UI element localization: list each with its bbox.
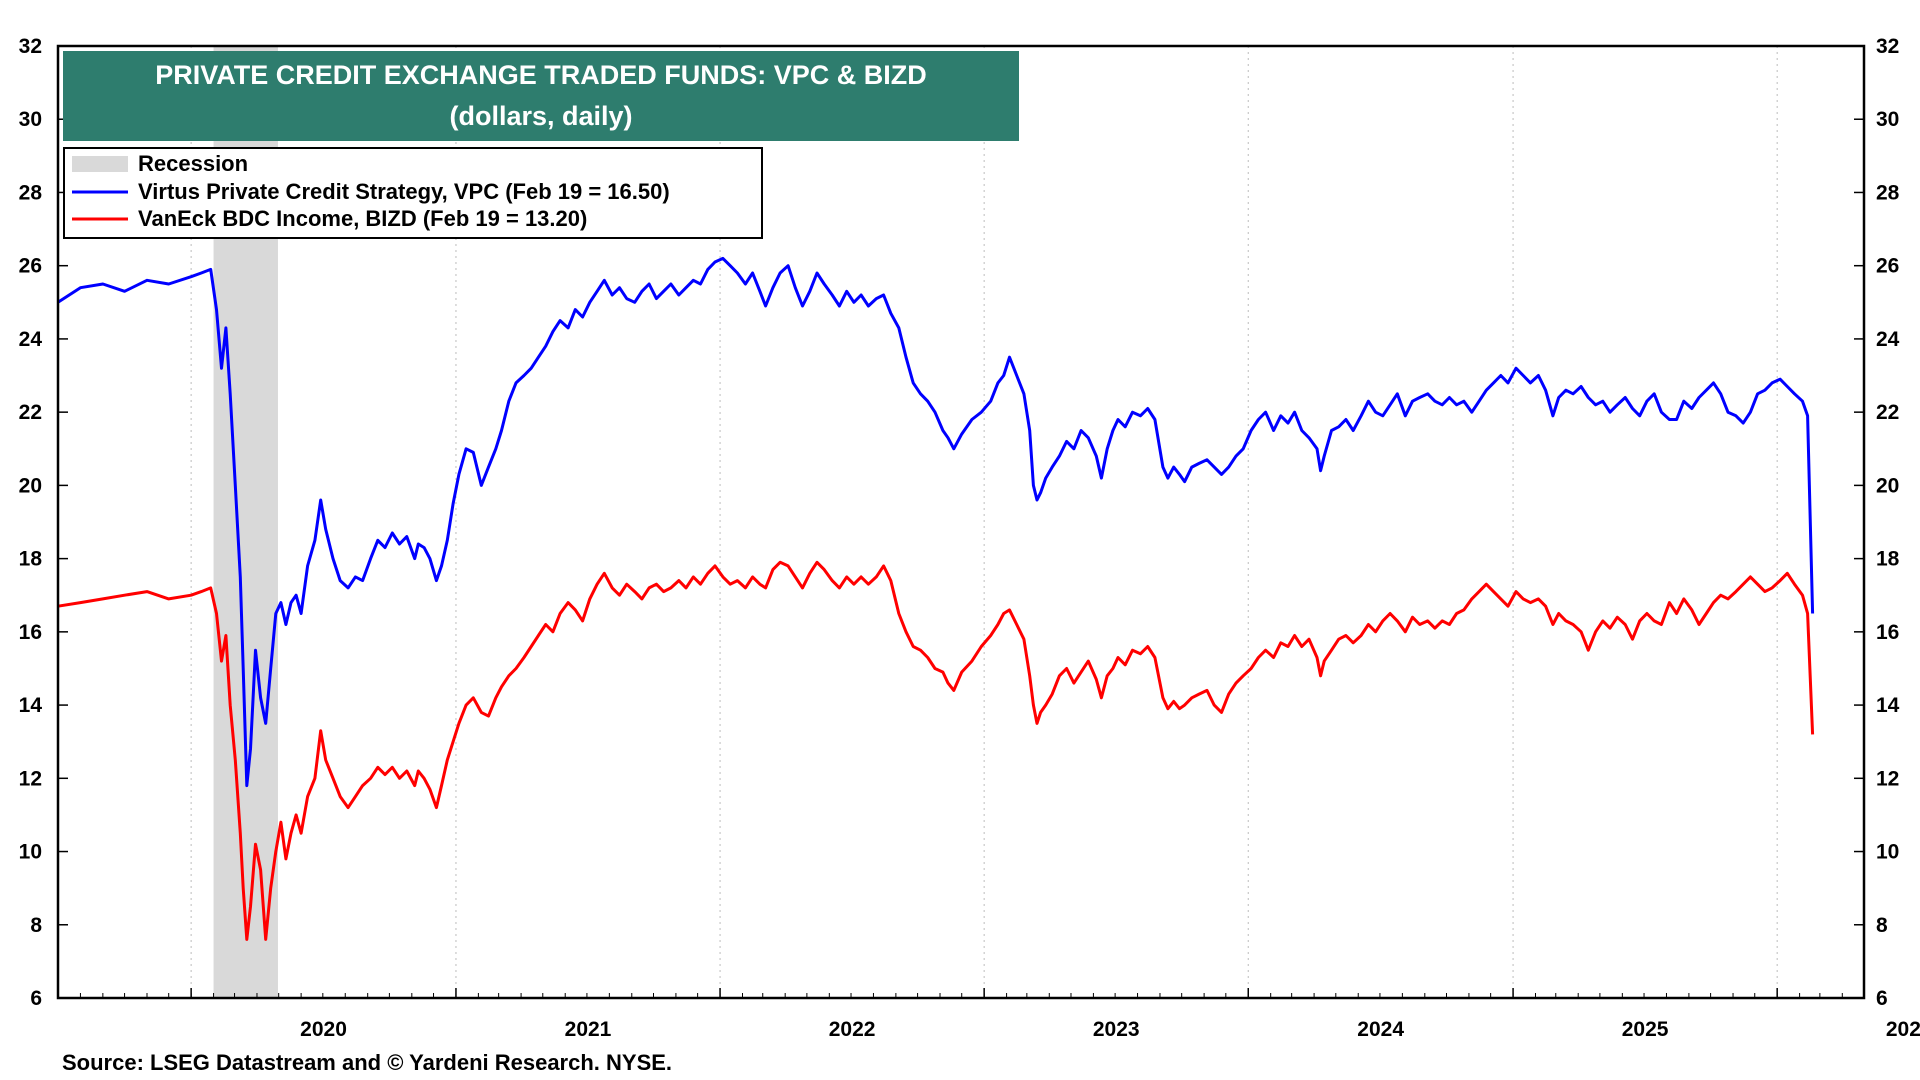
legend-label-bizd: VanEck BDC Income, BIZD (Feb 19 = 13.20) — [138, 206, 587, 231]
y-tick-label-left: 8 — [30, 914, 42, 937]
x-tick-label: 2020 — [300, 1018, 347, 1041]
y-tick-label-right: 10 — [1876, 841, 1899, 864]
series-line-bizd — [57, 560, 1815, 941]
y-tick-label-right: 6 — [1876, 987, 1888, 1010]
legend: Recession Virtus Private Credit Strategy… — [63, 147, 763, 239]
gridlines — [190, 46, 1778, 998]
y-tick-label-right: 8 — [1876, 914, 1888, 937]
legend-swatch-recession — [72, 156, 128, 172]
y-tick-label-left: 6 — [30, 987, 42, 1010]
source-note: Source: LSEG Datastream and © Yardeni Re… — [62, 1050, 672, 1075]
plot-frame — [56, 44, 1866, 1000]
y-tick-label-right: 20 — [1876, 474, 1899, 497]
y-tick-label-left: 28 — [19, 181, 43, 204]
y-tick-label-left: 12 — [19, 767, 42, 790]
chart-title: PRIVATE CREDIT EXCHANGE TRADED FUNDS: VP… — [155, 60, 927, 90]
y-tick-label-left: 14 — [19, 694, 43, 717]
y-tick-label-left: 32 — [19, 35, 42, 58]
y-tick-label-left: 24 — [19, 328, 43, 351]
y-tick-label-left: 20 — [19, 474, 42, 497]
y-tick-label-right: 32 — [1876, 35, 1899, 58]
chart-subtitle: (dollars, daily) — [449, 101, 632, 131]
y-tick-label-left: 18 — [19, 548, 43, 571]
y-tick-label-right: 22 — [1876, 401, 1899, 424]
x-tick-label: 2025 — [1622, 1018, 1669, 1041]
x-tick-label: 2024 — [1357, 1018, 1404, 1041]
y-tick-label-left: 16 — [19, 621, 42, 644]
x-tick-label: 2021 — [565, 1018, 612, 1041]
y-tick-label-right: 30 — [1876, 108, 1899, 131]
x-tick-label: 2022 — [829, 1018, 876, 1041]
y-tick-label-right: 28 — [1876, 181, 1900, 204]
y-tick-label-left: 30 — [19, 108, 42, 131]
y-tick-label-right: 14 — [1876, 694, 1900, 717]
y-tick-label-right: 18 — [1876, 548, 1900, 571]
y-tick-label-right: 16 — [1876, 621, 1899, 644]
x-tick-label: 2023 — [1093, 1018, 1140, 1041]
legend-label-recession: Recession — [138, 151, 248, 176]
y-tick-label-right: 26 — [1876, 255, 1899, 278]
legend-box — [63, 147, 763, 239]
y-tick-label-right: 24 — [1876, 328, 1900, 351]
y-tick-label-right: 12 — [1876, 767, 1899, 790]
title-box: PRIVATE CREDIT EXCHANGE TRADED FUNDS: VP… — [63, 51, 1019, 141]
y-tick-label-left: 22 — [19, 401, 42, 424]
title-background — [63, 51, 1019, 141]
y-tick-label-left: 10 — [19, 841, 42, 864]
legend-label-vpc: Virtus Private Credit Strategy, VPC (Feb… — [138, 179, 670, 204]
axes: 2020202120222023202420252026668810101212… — [19, 35, 1920, 1041]
y-tick-label-left: 26 — [19, 255, 42, 278]
series-lines — [57, 256, 1815, 941]
series-line-vpc — [57, 256, 1815, 788]
